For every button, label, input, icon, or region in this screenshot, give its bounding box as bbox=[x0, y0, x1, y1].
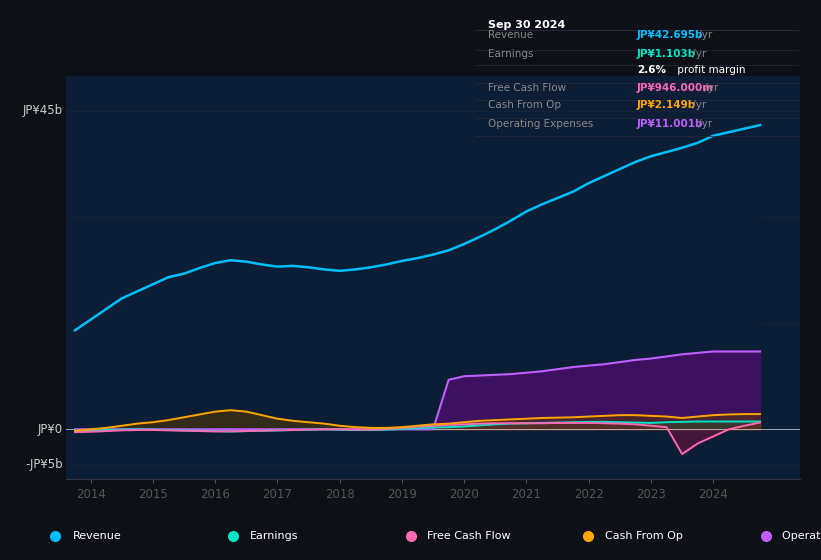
Text: Revenue: Revenue bbox=[72, 531, 122, 541]
Text: Sep 30 2024: Sep 30 2024 bbox=[488, 20, 565, 30]
Text: -JP¥5b: -JP¥5b bbox=[25, 458, 62, 471]
Text: Cash From Op: Cash From Op bbox=[488, 100, 561, 110]
Text: /yr: /yr bbox=[689, 49, 707, 59]
Text: /yr: /yr bbox=[695, 119, 713, 129]
Text: /yr: /yr bbox=[701, 82, 718, 92]
Text: Free Cash Flow: Free Cash Flow bbox=[488, 82, 566, 92]
Text: Operating Expenses: Operating Expenses bbox=[488, 119, 593, 129]
Text: JP¥11.001b: JP¥11.001b bbox=[637, 119, 703, 129]
Text: /yr: /yr bbox=[689, 100, 707, 110]
Text: profit margin: profit margin bbox=[674, 65, 745, 74]
Text: 2.6%: 2.6% bbox=[637, 65, 666, 74]
Text: Earnings: Earnings bbox=[250, 531, 299, 541]
Text: Cash From Op: Cash From Op bbox=[605, 531, 683, 541]
Text: Earnings: Earnings bbox=[488, 49, 533, 59]
Text: /yr: /yr bbox=[695, 30, 713, 40]
Text: JP¥2.149b: JP¥2.149b bbox=[637, 100, 696, 110]
Text: Operating Expenses: Operating Expenses bbox=[782, 531, 821, 541]
Text: JP¥0: JP¥0 bbox=[38, 423, 62, 436]
Text: JP¥1.103b: JP¥1.103b bbox=[637, 49, 696, 59]
Text: JP¥946.000m: JP¥946.000m bbox=[637, 82, 713, 92]
Text: Revenue: Revenue bbox=[488, 30, 533, 40]
Text: Free Cash Flow: Free Cash Flow bbox=[428, 531, 511, 541]
Text: JP¥42.695b: JP¥42.695b bbox=[637, 30, 703, 40]
Text: JP¥45b: JP¥45b bbox=[23, 105, 62, 118]
